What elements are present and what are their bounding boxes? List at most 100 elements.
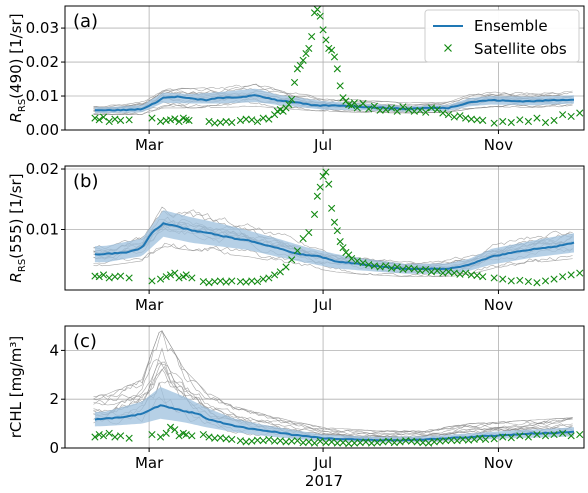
x-tick-label: Mar [135, 296, 164, 314]
obs-marker [382, 262, 390, 270]
y-ticks: 0.00 0.01 0.02 0.03 [26, 19, 65, 139]
obs-marker [348, 254, 356, 263]
x-tick-label: Jul [313, 454, 332, 472]
obs-marker [490, 119, 498, 127]
obs-marker [359, 259, 367, 267]
obs-marker [353, 257, 361, 265]
obs-marker [336, 82, 344, 90]
obs-marker [171, 426, 179, 434]
obs-marker [516, 276, 524, 284]
obs-marker [91, 433, 99, 441]
obs-marker [362, 438, 370, 446]
obs-marker [117, 432, 125, 440]
obs-marker [117, 272, 125, 280]
y-ticks: 0 2 4 [49, 341, 65, 457]
obs-marker [310, 210, 319, 218]
obs-marker [390, 439, 398, 447]
obs-marker [325, 180, 333, 188]
obs-marker [373, 439, 381, 447]
obs-marker [205, 433, 213, 441]
ensemble-member-line [93, 100, 573, 115]
obs-marker [416, 106, 424, 114]
obs-marker [265, 115, 273, 123]
obs-marker [148, 430, 156, 439]
obs-marker [359, 99, 367, 108]
obs-marker [336, 238, 344, 246]
obs-marker [99, 113, 108, 121]
obs-marker [259, 275, 267, 283]
obs-marker [259, 437, 267, 445]
obs-marker [427, 104, 436, 112]
obs-marker [236, 116, 244, 125]
obs-marker [316, 437, 324, 445]
x-tick-label: Jul [313, 136, 332, 154]
panel-label: (b) [73, 171, 98, 192]
obs-marker [248, 437, 256, 445]
obs-marker [313, 192, 321, 200]
obs-marker [576, 109, 584, 117]
y-tick-label: 0.02 [26, 160, 59, 178]
obs-marker [276, 268, 284, 276]
obs-marker [393, 107, 401, 115]
obs-marker [490, 435, 498, 443]
plot-area [65, 166, 584, 290]
obs-marker [288, 256, 296, 264]
obs-marker [99, 432, 108, 440]
obs-marker [171, 115, 179, 123]
x-tick-label: Nov [484, 296, 513, 314]
y-axis-label: RRS(555) [1/sr] [7, 173, 28, 282]
obs-marker [319, 172, 327, 180]
obs-marker [156, 117, 165, 126]
obs-marker [479, 273, 487, 281]
obs-marker [330, 53, 339, 61]
obs-marker [550, 116, 558, 125]
plot-content [91, 6, 584, 127]
obs-marker [111, 273, 119, 281]
obs-marker [95, 273, 103, 281]
ensemble-spread-band [94, 210, 575, 275]
obs-marker [370, 262, 378, 270]
obs-marker [482, 435, 490, 444]
obs-marker [328, 204, 336, 212]
obs-marker [433, 267, 441, 275]
obs-marker [162, 273, 170, 281]
obs-marker [316, 183, 324, 191]
obs-marker [105, 117, 113, 126]
obs-marker [507, 277, 515, 285]
obs-marker [111, 115, 119, 123]
x-tick-label: Mar [135, 454, 164, 472]
obs-marker [407, 437, 416, 445]
obs-marker [450, 269, 458, 277]
obs-marker [524, 433, 532, 441]
obs-marker [276, 437, 284, 445]
obs-marker [125, 116, 133, 124]
obs-marker [410, 265, 418, 273]
obs-marker [524, 117, 532, 126]
obs-marker [459, 435, 467, 444]
y-axis-label: RRS(490) [1/sr] [7, 13, 28, 122]
legend-ensemble-label: Ensemble [474, 17, 548, 35]
x-tick-label: Mar [135, 136, 164, 154]
legend-obs-label: Satellite obs [474, 40, 567, 58]
obs-marker [533, 279, 541, 287]
obs-marker [464, 436, 473, 444]
obs-marker [444, 111, 453, 119]
obs-marker [470, 435, 478, 444]
obs-marker [422, 265, 430, 274]
obs-marker [313, 6, 321, 13]
obs-marker [507, 118, 515, 127]
obs-marker [185, 116, 193, 125]
obs-marker [111, 433, 119, 441]
obs-marker [305, 438, 313, 446]
ensemble-member-line [93, 329, 573, 434]
obs-marker [541, 118, 550, 127]
obs-marker [516, 432, 524, 440]
obs-marker [188, 274, 196, 282]
obs-marker [516, 116, 524, 124]
obs-marker [182, 430, 190, 439]
obs-marker [533, 430, 541, 439]
obs-marker [376, 263, 384, 271]
obs-marker [333, 65, 341, 73]
legend: Ensemble Satellite obs [424, 9, 580, 63]
axes-frame [64, 165, 585, 291]
